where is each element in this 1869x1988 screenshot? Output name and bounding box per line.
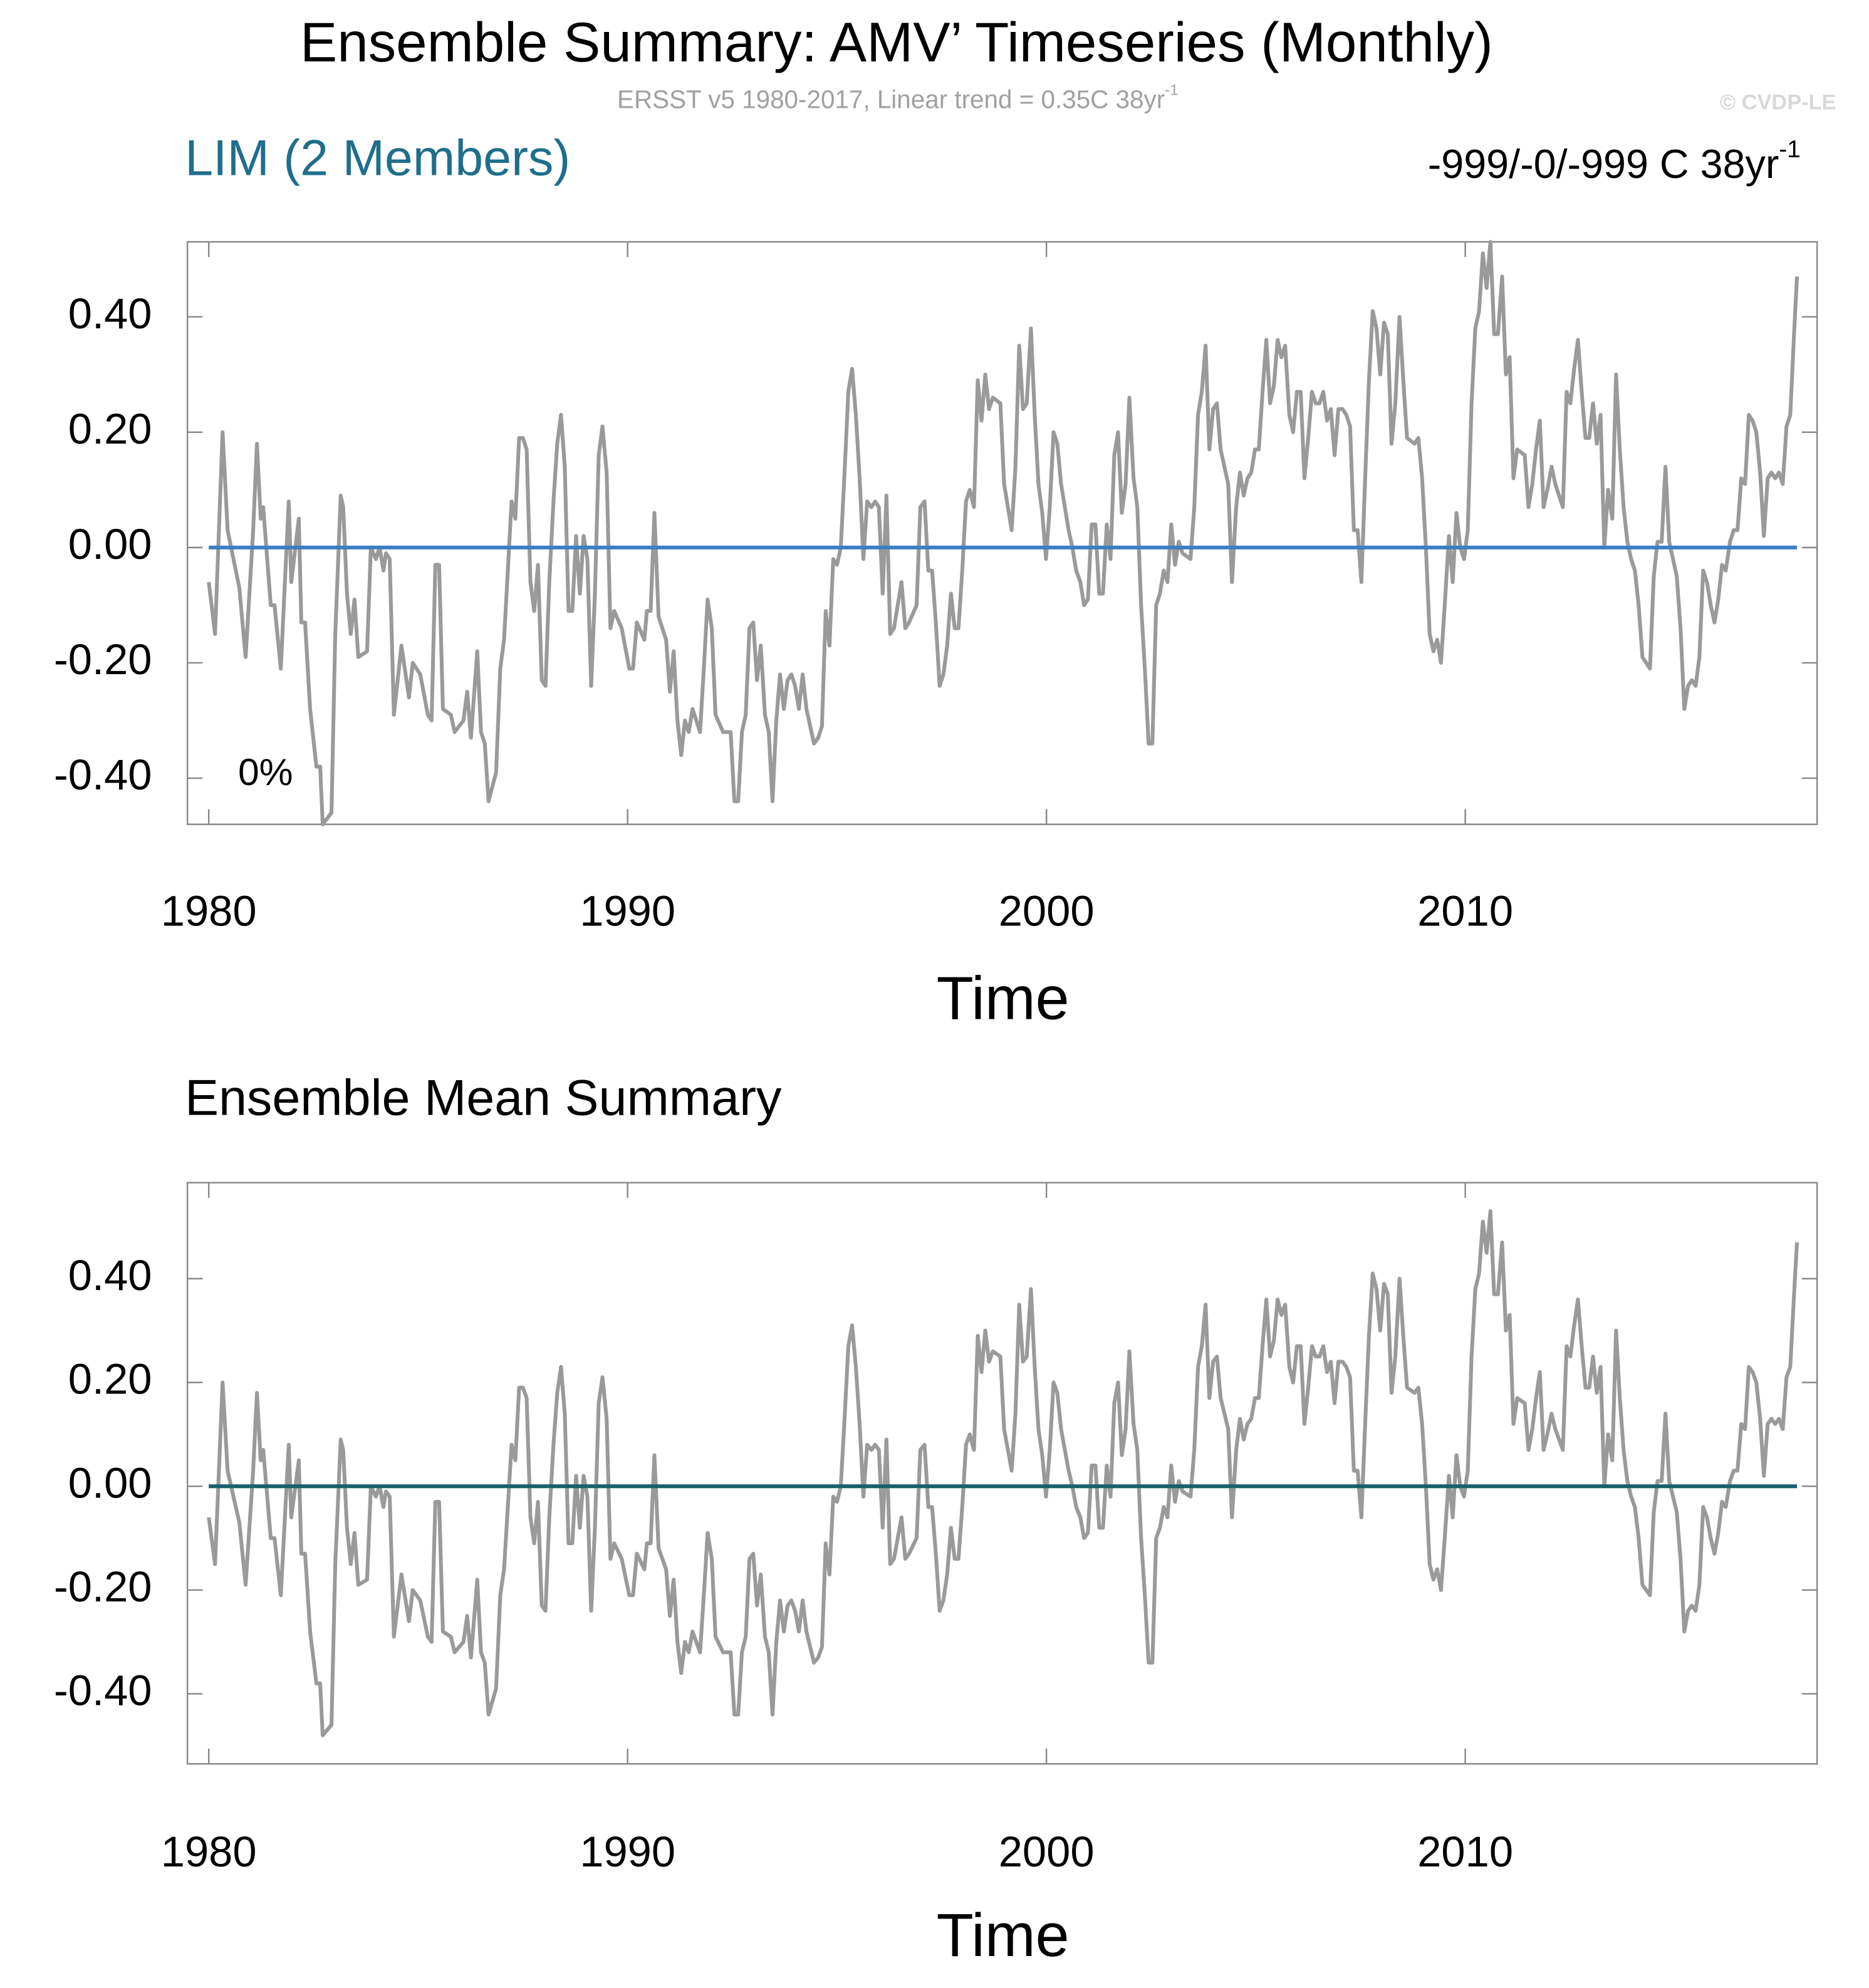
y-tick-label: -0.40 <box>54 1667 152 1715</box>
y-tick-label: -0.40 <box>54 751 152 799</box>
y-tick-label: 0.20 <box>68 405 152 453</box>
y-tick-label: 0.40 <box>68 289 152 338</box>
x-tick-label: 2000 <box>999 887 1095 935</box>
credit-text: © CVDP-LE <box>1720 91 1836 115</box>
title-text: Ensemble Summary: AMV’ Timeseries (Month… <box>300 11 1493 73</box>
xlabel: Time <box>937 964 1070 1032</box>
plot-frame <box>186 1182 1818 1765</box>
panel-title-text: LIM (2 Members) <box>185 130 570 187</box>
x-tick-label: 1990 <box>580 1828 675 1876</box>
x-tick-label: 1980 <box>161 1828 257 1876</box>
y-tick-label: 0.20 <box>68 1355 152 1403</box>
xlabel: Time <box>937 1901 1070 1969</box>
panel-title: LIM (2 Members) <box>185 130 570 187</box>
panel-title-text: Ensemble Mean Summary <box>185 1070 782 1127</box>
subtitle: ERSST v5 1980-2017, Linear trend = 0.35C… <box>617 82 1179 113</box>
subtitle-text: ERSST v5 1980-2017, Linear trend = 0.35C… <box>617 85 1165 113</box>
y-tick-label: -0.20 <box>54 1563 152 1611</box>
trend-label: -999/-0/-999 C 38yr-1 <box>1428 136 1801 187</box>
data-line <box>207 1209 1799 1737</box>
plot-frame <box>186 241 1818 825</box>
y-tick-label: -0.20 <box>54 635 152 684</box>
credit: © CVDP-LE <box>1720 91 1836 115</box>
title: Ensemble Summary: AMV’ Timeseries (Month… <box>300 11 1493 73</box>
superscript: -1 <box>1779 136 1801 163</box>
superscript: -1 <box>1165 82 1179 99</box>
x-tick-label: 2010 <box>1417 887 1513 935</box>
data-line <box>207 239 1799 826</box>
x-tick-label: 2010 <box>1417 1828 1513 1876</box>
x-tick-label: 1980 <box>161 887 257 935</box>
annotation-text: 0% <box>238 751 293 793</box>
panel-title: Ensemble Mean Summary <box>185 1070 782 1127</box>
y-tick-label: 0.40 <box>68 1251 152 1299</box>
xlabel-text: Time <box>937 1901 1070 1969</box>
y-tick-label: 0.00 <box>68 1459 152 1507</box>
trend-label-text: -999/-0/-999 C 38yr <box>1428 141 1779 187</box>
x-tick-label: 1990 <box>580 887 675 935</box>
annotation: 0% <box>238 751 293 793</box>
xlabel-text: Time <box>937 964 1070 1032</box>
x-tick-label: 2000 <box>999 1828 1095 1876</box>
y-tick-label: 0.00 <box>68 520 152 568</box>
